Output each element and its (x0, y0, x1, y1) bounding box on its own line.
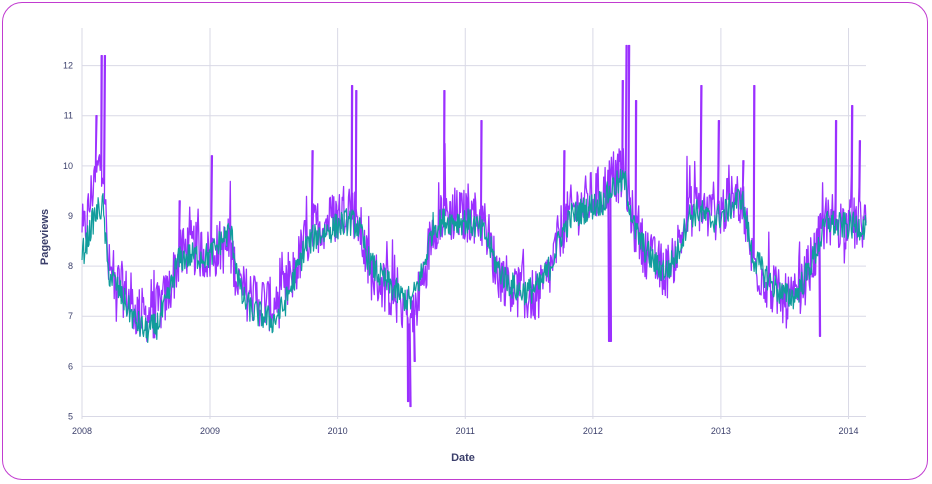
x-tick-label: 2010 (328, 426, 348, 436)
y-tick-label: 8 (68, 261, 73, 271)
x-tick-label: 2014 (839, 426, 859, 436)
y-tick-label: 12 (63, 61, 73, 71)
x-tick-label: 2013 (711, 426, 731, 436)
series-layer (81, 44, 867, 408)
x-tick-label: 2011 (456, 426, 475, 436)
y-axis-ticks: 5 6 7 8 9 10 11 12 (63, 61, 73, 422)
x-tick-label: 2008 (72, 426, 92, 436)
x-axis-ticks: 2008 2009 2010 2011 2012 2013 2014 (72, 426, 859, 436)
x-tick-label: 2009 (200, 426, 220, 436)
x-tick-label: 2012 (583, 426, 603, 436)
x-axis-title: Date (451, 452, 475, 464)
y-tick-label: 10 (63, 161, 73, 171)
series-line-smoothed (81, 168, 867, 343)
y-axis-title: Pageviews (39, 209, 51, 265)
y-tick-label: 9 (68, 211, 73, 221)
grid-lines (81, 28, 866, 419)
y-tick-label: 5 (68, 411, 73, 421)
y-tick-label: 7 (68, 311, 73, 321)
y-tick-label: 11 (64, 111, 73, 121)
y-tick-label: 6 (68, 361, 73, 371)
